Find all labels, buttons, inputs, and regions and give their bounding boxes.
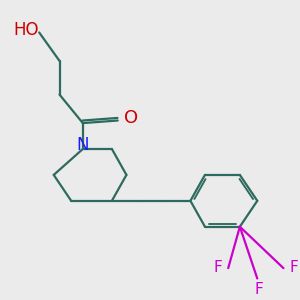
Text: O: O (124, 109, 138, 127)
Text: N: N (76, 136, 89, 154)
Text: F: F (214, 260, 222, 275)
Text: F: F (254, 282, 263, 297)
Text: F: F (289, 260, 298, 275)
Text: HO: HO (14, 21, 39, 39)
